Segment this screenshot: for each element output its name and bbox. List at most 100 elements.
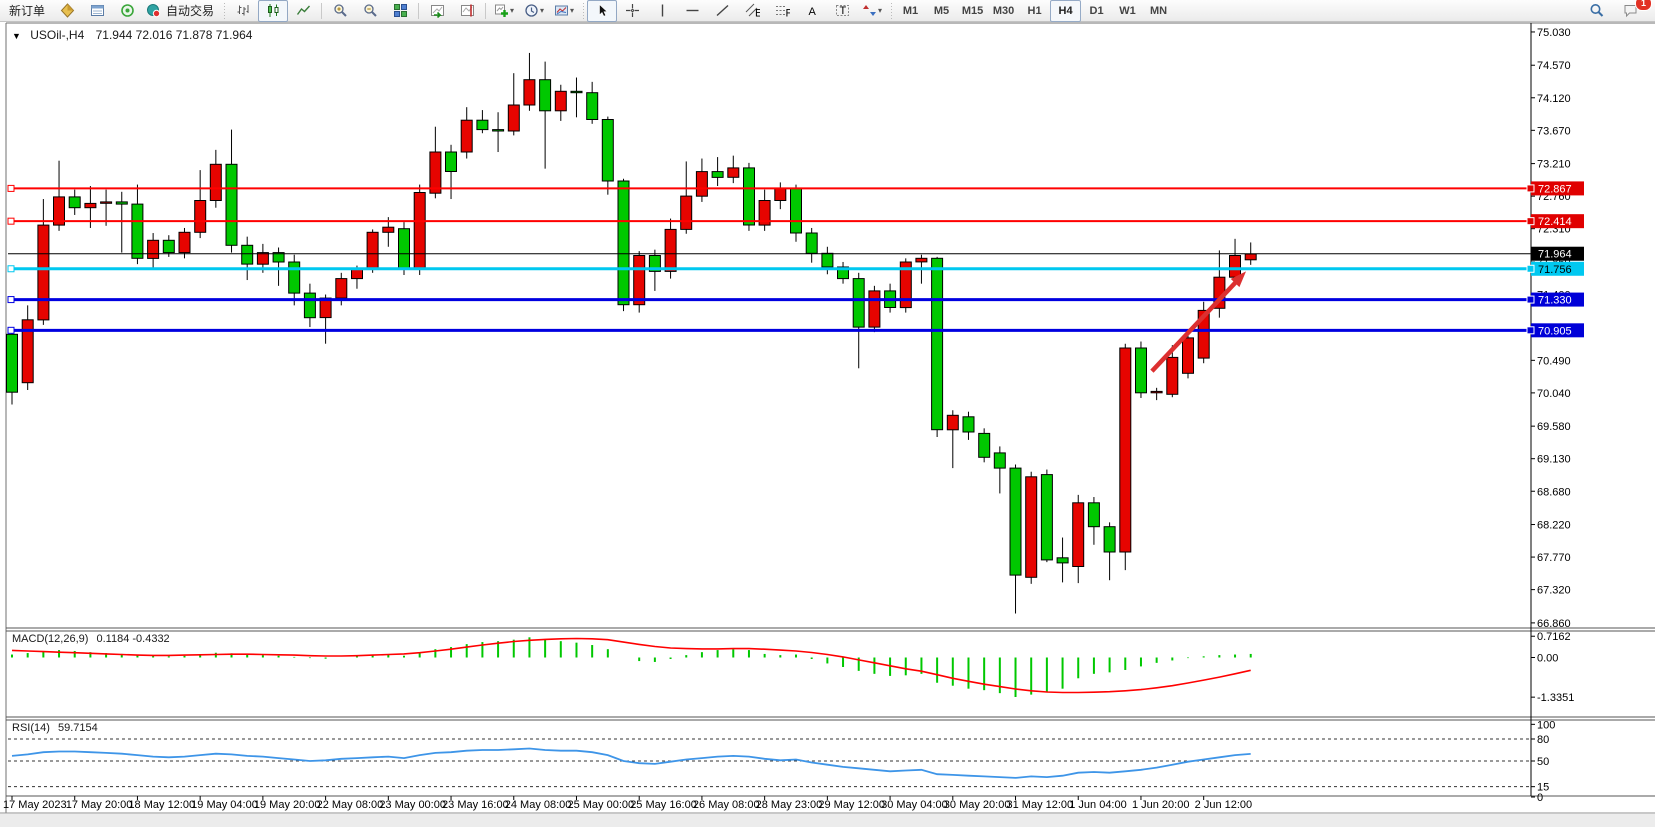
candle [617,180,630,306]
market-watch-icon[interactable] [52,0,82,22]
dropdown-arrow-icon[interactable]: ▾ [878,6,883,15]
timeframe-m30-button[interactable]: M30 [992,4,1015,17]
timeframe-w1-button[interactable]: W1 [1119,4,1136,17]
candle [476,119,489,131]
horizontal-lines[interactable] [7,184,1531,334]
candle [993,452,1006,469]
notification-badge: 1 [1635,0,1652,11]
candle [507,104,520,132]
candle [539,79,552,112]
candle [429,151,442,194]
price-axis[interactable]: 75.03074.57074.12073.67073.21072.76072.3… [1531,27,1571,630]
candle [1166,356,1179,395]
candle [899,261,912,309]
auto-scroll-icon[interactable] [422,0,452,22]
candle [1119,347,1132,553]
svg-text:68.680: 68.680 [1537,486,1571,498]
new-order-button[interactable]: 新订单 [9,4,46,18]
candle [633,255,646,306]
macd-signal-line [11,637,1251,694]
candle [84,202,97,209]
candle [680,195,693,230]
trendline-icon[interactable] [707,0,737,22]
periods-clock-icon[interactable]: ▾ [519,0,549,22]
toolbar-grip [222,2,227,19]
svg-text:72.867: 72.867 [1538,183,1572,195]
trend-arrow-annotation[interactable] [1150,271,1247,373]
timeframe-mn-button[interactable]: MN [1149,4,1168,17]
candle [6,333,18,393]
crosshair-icon[interactable] [617,0,647,22]
zoom-out-icon[interactable] [355,0,385,22]
candle [664,228,677,272]
timeframe-h1-button[interactable]: H1 [1027,4,1042,17]
svg-text:25 May 00:00: 25 May 00:00 [567,799,634,811]
candle [852,278,865,328]
text-label-icon[interactable]: T [827,0,857,22]
data-window-icon[interactable] [82,0,112,22]
tile-windows-icon[interactable] [385,0,415,22]
candle [1182,337,1194,374]
rsi-line [11,747,1251,779]
candle [1229,255,1241,278]
timeframe-m5-button[interactable]: M5 [933,4,950,17]
svg-text:15: 15 [1537,782,1549,794]
candle [648,255,661,272]
svg-text:22 May 08:00: 22 May 08:00 [317,799,384,811]
toolbar-grip [581,2,586,19]
cursor-icon[interactable] [587,0,618,22]
toolbar-separator [321,2,323,19]
dropdown-arrow-icon[interactable]: ▾ [540,6,545,15]
equidistant-channel-icon[interactable]: E [737,0,767,22]
vertical-line-icon[interactable] [647,0,677,22]
svg-text:74.120: 74.120 [1537,93,1571,105]
candle [413,192,426,269]
horizontal-line-icon[interactable] [677,0,707,22]
svg-text:100: 100 [1537,719,1555,731]
timeframe-h4-button[interactable]: H4 [1050,0,1082,22]
candlestick-chart-icon[interactable] [258,0,289,22]
svg-text:70.040: 70.040 [1537,388,1571,400]
bar-chart-icon[interactable] [228,0,258,22]
search-button[interactable] [1581,0,1611,22]
rsi-axis: 100 80 50 150 [8,719,1555,804]
timeframe-m15-button[interactable]: M15 [961,4,984,17]
svg-text:70.905: 70.905 [1538,325,1572,337]
candle [178,231,191,254]
timeframe-d1-button[interactable]: D1 [1089,4,1104,17]
svg-text:E: E [755,8,760,19]
line-chart-icon[interactable] [288,0,318,22]
auto-trading-button[interactable]: 自动交易 [142,0,220,22]
svg-text:31 May 12:00: 31 May 12:00 [1007,799,1074,811]
navigator-icon[interactable] [112,0,142,22]
svg-text:69.130: 69.130 [1537,454,1571,466]
svg-text:F: F [785,8,790,19]
candle [1244,253,1257,261]
text-icon[interactable]: A [797,0,827,22]
svg-text:30 May 20:00: 30 May 20:00 [944,799,1011,811]
candle [868,290,881,328]
svg-text:75.030: 75.030 [1537,27,1571,39]
candle [758,200,771,226]
candle [1056,557,1069,564]
candle [366,231,379,270]
candle [460,119,473,153]
zoom-in-icon[interactable] [325,0,355,22]
chart-menu-triangle-icon[interactable]: ▼ [12,31,21,41]
dropdown-arrow-icon[interactable]: ▾ [570,6,575,15]
chart-shift-icon[interactable] [452,0,482,22]
candle [445,151,457,172]
timeframe-m1-button[interactable]: M1 [902,4,919,17]
dropdown-arrow-icon[interactable]: ▾ [510,6,515,15]
candle [554,90,567,112]
templates-icon[interactable]: ▾ [549,0,579,22]
new-chart-icon[interactable]: ▾ [489,0,519,22]
svg-text:0.00: 0.00 [1537,653,1558,665]
svg-text:2 Jun 12:00: 2 Jun 12:00 [1195,799,1253,811]
arrows-icon[interactable]: ▾ [857,0,887,22]
candle [915,257,928,263]
candle [37,224,50,321]
fibonacci-icon[interactable]: F [767,0,797,22]
